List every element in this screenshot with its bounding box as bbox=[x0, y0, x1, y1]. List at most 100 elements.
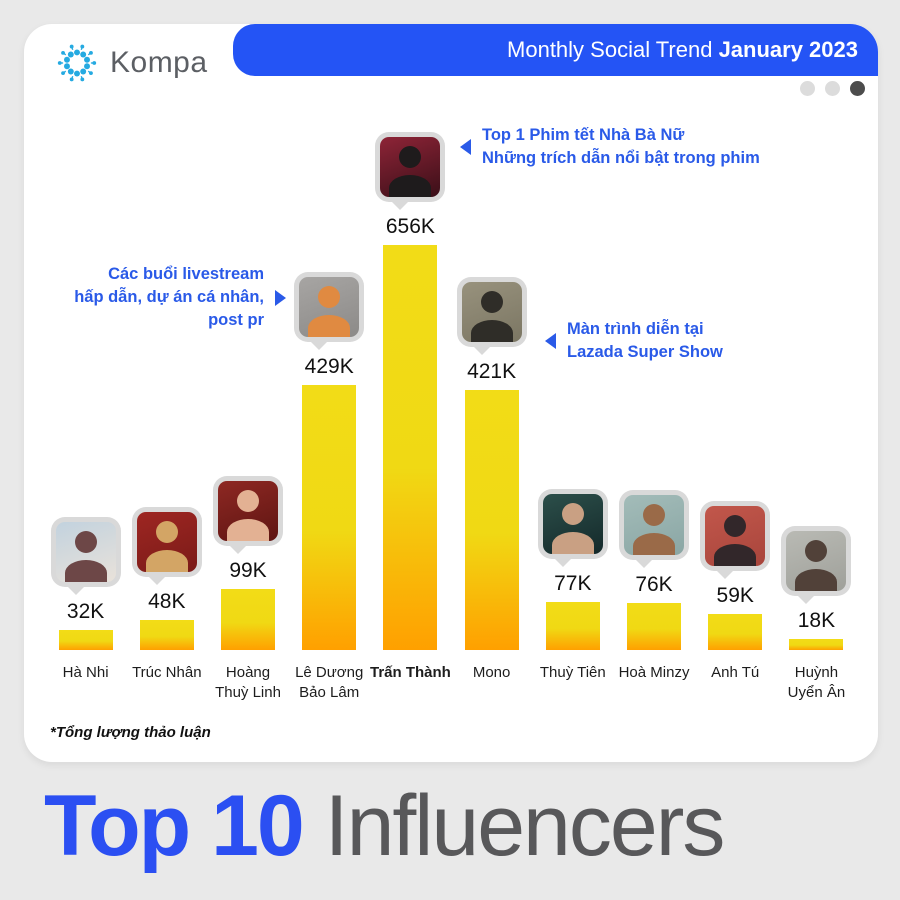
influencer-photo bbox=[700, 500, 771, 579]
photo-frame bbox=[375, 131, 446, 202]
photo-frame-tail bbox=[391, 200, 410, 210]
silhouette-body bbox=[64, 559, 107, 582]
influencer-column: 77K Thuỳ Tiên bbox=[532, 110, 613, 704]
person-portrait-icon bbox=[218, 480, 278, 541]
photo-frame bbox=[619, 489, 690, 560]
influencer-photo bbox=[781, 525, 852, 604]
page-title: Top 10 Influencers bbox=[44, 776, 726, 876]
photo-frame bbox=[456, 276, 527, 347]
influencer-stack: 18K bbox=[781, 110, 852, 650]
influencer-column: 48K Trúc Nhân bbox=[126, 110, 207, 704]
person-portrait-icon bbox=[624, 494, 685, 555]
photo-frame-tail bbox=[797, 594, 816, 604]
bar bbox=[464, 390, 519, 650]
influencer-stack: 77K bbox=[537, 110, 608, 650]
bar bbox=[302, 385, 357, 650]
pager-dot-3-active[interactable] bbox=[850, 81, 865, 96]
influencer-column: 656K Trấn Thành bbox=[370, 110, 451, 704]
photo-frame-tail bbox=[716, 569, 735, 579]
person-portrait-icon bbox=[55, 521, 116, 582]
photo-frame bbox=[131, 506, 202, 577]
silhouette-head bbox=[561, 502, 584, 525]
influencer-photo bbox=[294, 271, 365, 350]
silhouette-body bbox=[145, 549, 188, 572]
brand-name: Kompa bbox=[110, 46, 208, 79]
photo-frame-tail bbox=[472, 345, 491, 355]
silhouette-body bbox=[633, 532, 676, 555]
photo-frame-tail bbox=[310, 340, 329, 350]
annotation-text: Màn trình diễn tại Lazada Super Show bbox=[567, 320, 723, 361]
bar-value-label: 32K bbox=[66, 599, 105, 623]
influencer-photo bbox=[50, 516, 121, 595]
photo-frame bbox=[50, 516, 121, 587]
silhouette-head bbox=[724, 514, 747, 537]
bar-value-label: 99K bbox=[229, 558, 267, 582]
influencer-column: 59K Anh Tú bbox=[695, 110, 776, 704]
silhouette-body bbox=[308, 314, 351, 337]
influencer-stack: 59K bbox=[700, 110, 771, 650]
bar-value-label: 48K bbox=[148, 589, 186, 613]
influencer-name: Mono bbox=[472, 664, 511, 681]
influencer-name: Thuỳ Tiên bbox=[539, 664, 606, 681]
silhouette-body bbox=[389, 174, 432, 197]
influencer-column: 76K Hoà Minzy bbox=[613, 110, 694, 704]
influencer-photo bbox=[619, 489, 690, 568]
arrow-right-icon bbox=[275, 289, 286, 306]
silhouette-body bbox=[227, 518, 269, 541]
bar-value-label: 656K bbox=[385, 214, 435, 238]
person-portrait-icon bbox=[705, 505, 766, 566]
influencer-stack: 32K bbox=[50, 110, 121, 650]
bar bbox=[627, 603, 682, 650]
banner: Monthly Social Trend January 2023 bbox=[233, 24, 878, 76]
page-title-accent: Top 10 bbox=[44, 778, 325, 874]
page-title-rest: Influencers bbox=[324, 778, 726, 874]
photo-frame-tail bbox=[147, 575, 166, 585]
influencer-name: Hoà Minzy bbox=[618, 664, 690, 681]
silhouette-head bbox=[643, 503, 666, 526]
banner-text: Monthly Social Trend bbox=[507, 37, 719, 62]
influencer-stack: 76K bbox=[619, 110, 690, 650]
infographic-card: Kompa Monthly Social Trend January 2023 … bbox=[24, 24, 878, 762]
silhouette-head bbox=[805, 539, 828, 562]
person-portrait-icon bbox=[299, 276, 360, 337]
annotation-le-duong-bao-lam: Các buổi livestream hấp dẫn, dự án cá nh… bbox=[74, 263, 286, 332]
influencer-photo bbox=[456, 276, 527, 355]
bar-value-label: 429K bbox=[304, 354, 354, 378]
kompa-logo-icon bbox=[57, 44, 97, 82]
bar-value-label: 77K bbox=[554, 571, 592, 595]
photo-frame bbox=[781, 525, 852, 596]
influencer-stack: 656K bbox=[375, 110, 446, 650]
photo-frame bbox=[294, 271, 365, 342]
influencer-column: 99K Hoàng Thuỳ Linh bbox=[207, 110, 288, 704]
influencer-column: 18K Huỳnh Uyển Ân bbox=[776, 110, 857, 704]
photo-frame bbox=[213, 475, 283, 546]
annotation-mono: Màn trình diễn tại Lazada Super Show bbox=[545, 318, 723, 364]
silhouette-head bbox=[399, 145, 422, 168]
bar bbox=[545, 602, 600, 650]
influencer-stack: 429K bbox=[294, 110, 365, 650]
influencer-name: Trấn Thành bbox=[369, 664, 451, 681]
influencer-name: Huỳnh Uyển Ân bbox=[787, 664, 846, 702]
pager-dot-1[interactable] bbox=[800, 81, 815, 96]
photo-frame bbox=[537, 488, 608, 559]
arrow-left-icon bbox=[460, 139, 471, 155]
influencer-name: Anh Tú bbox=[711, 664, 760, 681]
silhouette-body bbox=[470, 319, 513, 342]
influencer-column: 421K Mono bbox=[451, 110, 532, 704]
silhouette-head bbox=[237, 489, 259, 512]
annotation-text: Các buổi livestream hấp dẫn, dự án cá nh… bbox=[74, 265, 264, 329]
influencer-photo bbox=[375, 131, 446, 210]
person-portrait-icon bbox=[542, 493, 603, 554]
photo-frame-tail bbox=[229, 544, 247, 554]
influencer-photo bbox=[131, 506, 202, 585]
banner-date: January 2023 bbox=[718, 37, 858, 62]
annotation-tran-thanh: Top 1 Phim tết Nhà Bà Nữ Những trích dẫn… bbox=[460, 124, 760, 170]
photo-frame-tail bbox=[66, 585, 85, 595]
photo-frame-tail bbox=[635, 558, 654, 568]
silhouette-head bbox=[318, 285, 341, 308]
chart-footnote: *Tổng lượng thảo luận bbox=[50, 724, 211, 741]
pager-dot-2[interactable] bbox=[825, 81, 840, 96]
person-portrait-icon bbox=[380, 136, 441, 197]
bar-value-label: 421K bbox=[467, 359, 517, 383]
